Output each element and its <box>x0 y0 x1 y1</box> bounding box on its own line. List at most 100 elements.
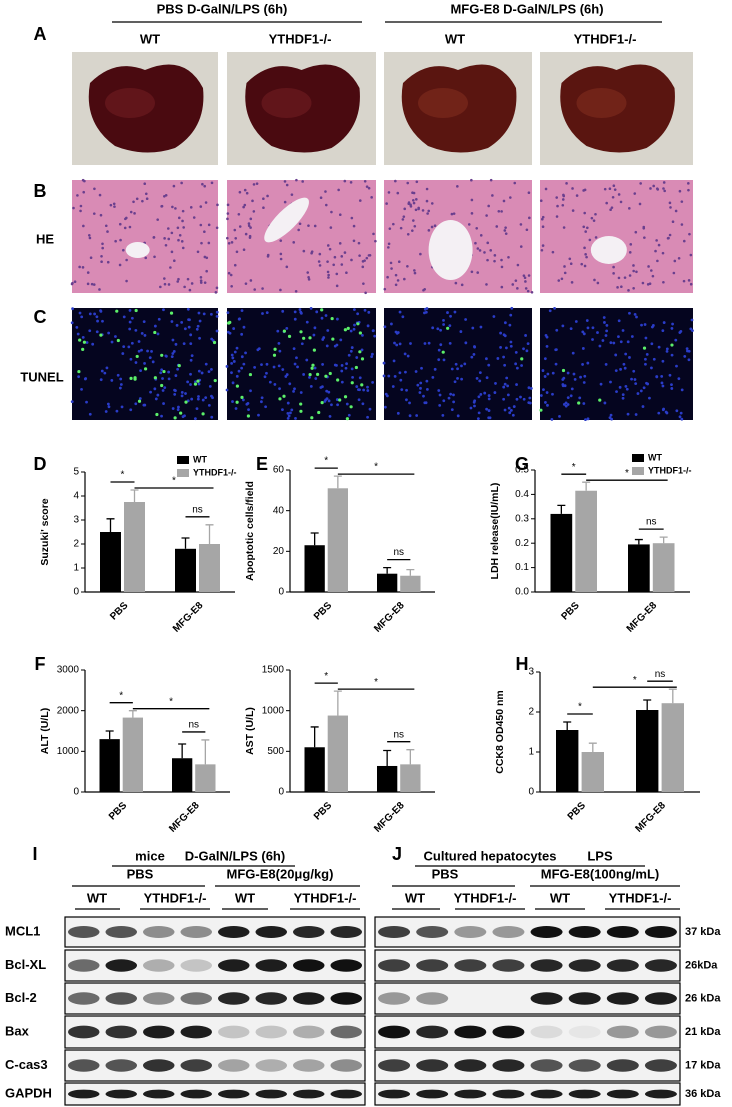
blot-condition: LPS <box>587 848 613 863</box>
band <box>416 1089 449 1099</box>
error-bar <box>128 710 137 718</box>
dapi <box>685 347 689 351</box>
band <box>568 926 601 938</box>
tunel-positive <box>134 308 138 313</box>
dapi <box>265 362 269 366</box>
nucleus <box>230 284 233 288</box>
nucleus <box>556 204 559 208</box>
nucleus <box>394 273 398 277</box>
nucleus <box>100 254 103 258</box>
dapi <box>264 405 268 409</box>
nucleus <box>608 187 612 191</box>
dapi <box>106 402 110 406</box>
nucleus <box>611 195 615 199</box>
tunel-positive <box>302 336 306 340</box>
y-tick-label: 2000 <box>57 705 80 716</box>
nucleus <box>649 187 652 190</box>
dapi <box>230 353 234 357</box>
dapi <box>242 325 246 329</box>
dapi <box>609 341 613 345</box>
dapi <box>450 408 454 411</box>
dapi <box>563 384 567 388</box>
dapi <box>437 358 441 362</box>
dapi <box>128 309 132 312</box>
nucleus <box>109 203 113 207</box>
dapi <box>403 352 407 356</box>
dapi <box>670 383 673 387</box>
dapi <box>170 355 174 359</box>
dapi <box>431 375 435 379</box>
band <box>530 1025 563 1039</box>
nucleus <box>450 212 454 216</box>
dapi <box>657 345 661 349</box>
dapi <box>142 403 146 407</box>
nucleus <box>82 224 85 228</box>
dapi <box>160 368 164 372</box>
panel-letter: F <box>35 654 46 674</box>
band <box>218 1025 250 1039</box>
dapi <box>581 347 585 350</box>
liver-shine <box>105 88 155 118</box>
dapi <box>601 339 605 342</box>
blot-genotype: YTHDF1-/- <box>454 890 517 905</box>
dapi <box>644 357 647 361</box>
nucleus <box>261 287 264 290</box>
dapi <box>93 312 97 316</box>
nucleus <box>361 265 365 269</box>
dapi <box>171 407 175 410</box>
dapi <box>628 311 631 315</box>
bar <box>661 703 684 792</box>
dapi <box>184 392 187 395</box>
bar <box>195 764 216 792</box>
legend-swatch <box>177 469 189 477</box>
vessel <box>590 236 627 264</box>
error-bar <box>668 688 677 704</box>
tunel-positive <box>598 398 602 402</box>
dapi <box>80 387 83 391</box>
nucleus <box>319 196 323 200</box>
dapi <box>114 335 117 338</box>
nucleus <box>412 201 416 205</box>
nucleus <box>237 212 241 216</box>
nucleus <box>527 274 531 277</box>
dapi <box>604 363 608 366</box>
band <box>644 1089 677 1099</box>
dapi <box>128 327 132 331</box>
nucleus <box>233 263 237 267</box>
nucleus <box>687 188 690 192</box>
nucleus <box>401 218 405 221</box>
dapi <box>242 362 246 366</box>
nucleus <box>252 183 256 186</box>
dapi <box>515 366 519 370</box>
dapi <box>487 363 491 367</box>
dapi <box>648 396 651 400</box>
nucleus <box>207 241 211 245</box>
dapi <box>476 417 480 421</box>
blot-group: PBS <box>127 866 154 881</box>
dapi <box>276 329 280 333</box>
nucleus <box>326 270 330 274</box>
dapi <box>657 411 661 415</box>
dapi <box>622 362 626 366</box>
dapi <box>505 346 508 350</box>
nucleus <box>386 275 389 279</box>
nucleus <box>562 226 566 229</box>
nucleus <box>502 199 506 203</box>
dapi <box>470 355 474 359</box>
dapi <box>686 349 689 353</box>
nucleus <box>419 252 422 256</box>
nucleus <box>318 252 322 256</box>
tunel-positive <box>331 337 335 341</box>
y-tick-label: 0.5 <box>515 465 529 476</box>
nucleus <box>172 184 176 188</box>
tunel-positive <box>135 354 139 359</box>
dapi <box>151 360 155 364</box>
nucleus <box>495 225 499 228</box>
error-bar <box>178 743 187 759</box>
dapi <box>159 371 163 375</box>
dapi <box>651 325 654 329</box>
nucleus <box>249 279 253 282</box>
dapi <box>541 369 545 372</box>
dapi <box>472 400 476 404</box>
dapi <box>675 364 678 368</box>
